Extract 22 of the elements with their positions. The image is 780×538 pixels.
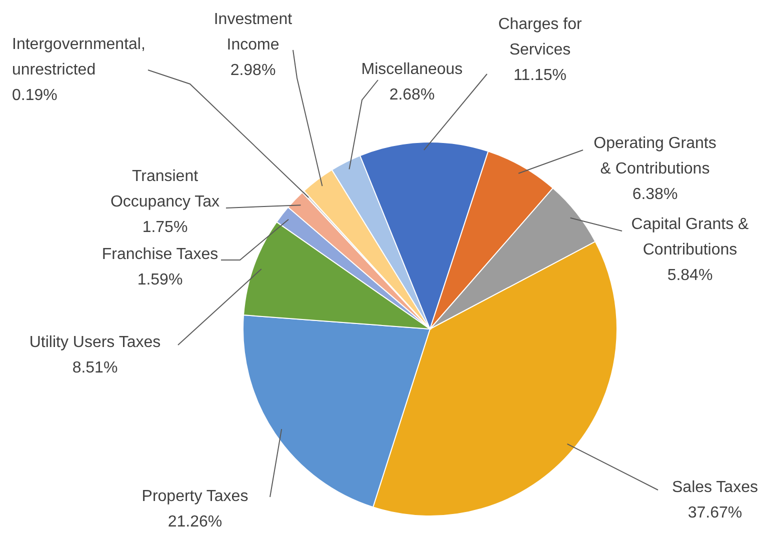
slice-label: Miscellaneous [361, 61, 463, 78]
data-label: 6.38% [632, 186, 678, 203]
data-label: 8.51% [72, 360, 118, 376]
slice-label: Sales Taxes [672, 479, 758, 496]
data-label: 11.15% [513, 67, 567, 84]
slice-label: Intergovernmental, unrestricted [12, 36, 146, 78]
slice-label: Utility Users Taxes [29, 334, 161, 351]
slice-label: Investment Income [214, 11, 293, 54]
data-label: 1.75% [142, 219, 188, 236]
slice-label: Charges for Services [498, 16, 582, 58]
slice-label: Property Taxes [142, 488, 248, 505]
data-label: 0.19% [12, 87, 58, 104]
data-label: 37.67% [688, 504, 742, 522]
data-label: 2.98% [230, 62, 276, 79]
slice-label: Operating Grants & Contributions [594, 135, 716, 178]
data-label: 2.68% [389, 86, 435, 104]
data-label: 1.59% [137, 272, 183, 288]
data-label: 5.84% [667, 267, 713, 284]
data-label: 21.26% [168, 514, 222, 530]
slice-label: Franchise Taxes [102, 246, 218, 263]
slice-label: Transient Occupancy Tax [110, 168, 220, 210]
slice-label: Capital Grants & Contributions [631, 216, 750, 258]
